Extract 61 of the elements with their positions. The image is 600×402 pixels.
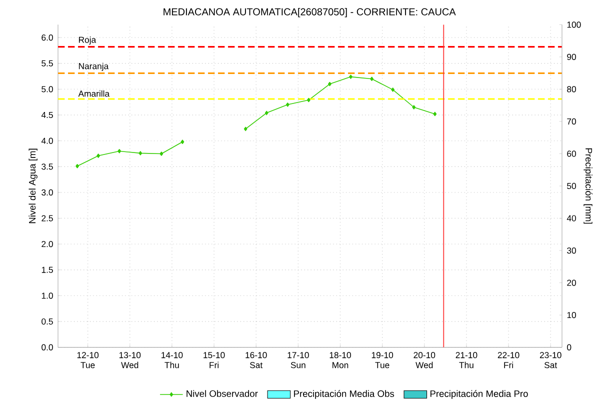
y2-tick-label: 0 bbox=[567, 344, 572, 350]
y-tick-label: 3.5 bbox=[42, 164, 53, 170]
ref-line-label: Amarilla bbox=[78, 90, 110, 97]
y2-tick-label: 70 bbox=[567, 118, 576, 125]
y2-tick-label: 10 bbox=[567, 312, 576, 318]
y-tick-label: 0.0 bbox=[42, 344, 53, 350]
y2-tick-label: 20 bbox=[567, 280, 576, 286]
x-tick-label: 16-10 Sat bbox=[246, 352, 267, 368]
legend-label: Precipitación Media Pro bbox=[430, 390, 528, 399]
x-tick-label: 23-10 Sat bbox=[540, 352, 562, 368]
point bbox=[138, 151, 142, 156]
point bbox=[349, 74, 352, 79]
y-tick-label: 4.0 bbox=[41, 138, 53, 144]
legend-label: Precipitación Media Obs bbox=[294, 390, 394, 399]
y-tick-label: 4.5 bbox=[41, 112, 53, 118]
y2-tick-label: 40 bbox=[566, 215, 576, 222]
x-tick-label: 20-10 Wed bbox=[414, 352, 436, 368]
point bbox=[306, 98, 310, 102]
x-tick-label: 18-10 Mon bbox=[330, 352, 351, 368]
y-tick-label: 3.0 bbox=[42, 189, 53, 196]
x-tick-label: 15-10 Fri bbox=[204, 352, 225, 368]
point bbox=[244, 126, 248, 132]
y-tick-label: 0.5 bbox=[42, 318, 53, 325]
chart-title: MEDIACANOA AUTOMATICA[26087050] - CORRIENTE: CAUCA bbox=[164, 8, 456, 18]
point bbox=[433, 112, 437, 116]
point bbox=[286, 102, 290, 107]
y2-tick-label: 60 bbox=[567, 150, 576, 157]
y-tick-label: 1.0 bbox=[42, 292, 53, 299]
y-tick-label: 2.0 bbox=[42, 241, 53, 248]
point bbox=[412, 105, 416, 110]
point bbox=[96, 154, 100, 158]
y-axis-title: Nivel del Agua [m] bbox=[28, 148, 38, 224]
x-tick-label: 19-10 Tue bbox=[372, 352, 394, 368]
point bbox=[264, 110, 268, 116]
point bbox=[391, 88, 395, 92]
point bbox=[370, 76, 374, 81]
x-tick-label: 12-10 Tue bbox=[77, 352, 99, 368]
y-tick-label: 2.5 bbox=[42, 215, 53, 222]
y2-tick-label: 100 bbox=[567, 22, 581, 28]
ref-line-label: Naranja bbox=[78, 62, 109, 71]
point bbox=[76, 164, 79, 168]
ref-line-label: Roja bbox=[78, 36, 96, 45]
x-tick-label: 21-10 Thu bbox=[456, 352, 478, 368]
y2-tick-label: 90 bbox=[567, 54, 576, 60]
x-tick-label: 22-10 Fri bbox=[498, 352, 520, 368]
y2-tick-label: 80 bbox=[567, 86, 576, 92]
point bbox=[118, 149, 122, 154]
y-tick-label: 5.5 bbox=[42, 60, 53, 66]
y2-tick-label: 50 bbox=[567, 182, 576, 190]
legend-label: Nivel Observador bbox=[186, 390, 258, 397]
y2-axis-title: Precipitación [mm] bbox=[584, 148, 592, 224]
y-tick-label: 5.0 bbox=[42, 86, 53, 92]
point bbox=[180, 140, 184, 144]
x-tick-label: 17-10 Sun bbox=[288, 352, 309, 368]
point bbox=[160, 152, 164, 156]
y-tick-label: 6.0 bbox=[42, 34, 53, 41]
y-tick-label: 1.5 bbox=[42, 266, 53, 273]
point bbox=[328, 82, 332, 86]
x-tick-label: 13-10 Wed bbox=[119, 352, 141, 368]
y2-tick-label: 30 bbox=[567, 247, 576, 254]
x-tick-label: 14-10 Thu bbox=[162, 352, 183, 368]
